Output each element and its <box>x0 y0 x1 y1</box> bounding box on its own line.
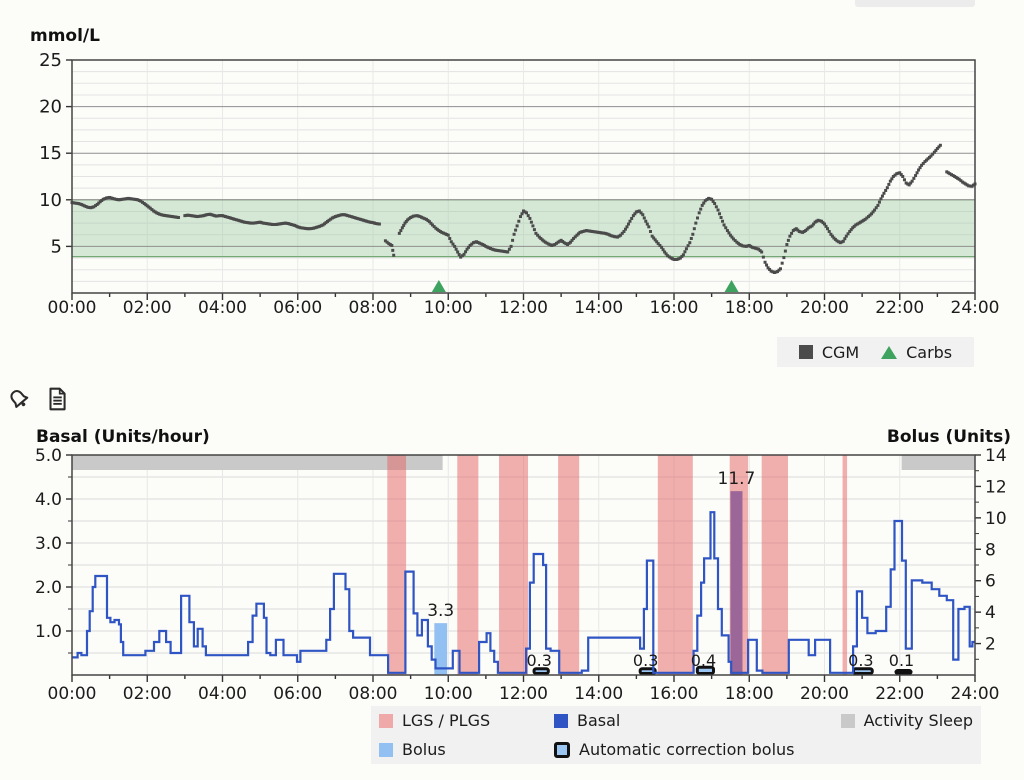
top-right-cutoff-button[interactable] <box>855 0 975 7</box>
svg-text:02:00: 02:00 <box>123 684 172 704</box>
svg-text:3.3: 3.3 <box>427 601 454 621</box>
svg-text:02:00: 02:00 <box>123 298 172 318</box>
svg-text:8: 8 <box>985 540 996 560</box>
svg-text:22:00: 22:00 <box>875 684 924 704</box>
svg-text:22:00: 22:00 <box>875 298 924 318</box>
svg-text:15: 15 <box>39 143 62 164</box>
legend-item-lgs: LGS / PLGS <box>379 711 554 730</box>
activity-sleep-bars <box>72 455 975 470</box>
bolus-value-labels: 3.3 11.7 0.3 0.3 0.4 0.3 0.1 <box>427 469 914 670</box>
svg-text:1.0: 1.0 <box>35 622 62 642</box>
svg-text:25: 25 <box>39 50 62 71</box>
cgm-axes: 5 10 15 20 25 00:00 02:00 04:00 06:00 08:00 10:00 1… <box>39 50 999 318</box>
svg-text:0.3: 0.3 <box>848 651 873 670</box>
svg-text:18:00: 18:00 <box>725 298 774 318</box>
svg-text:14: 14 <box>985 446 1007 466</box>
chart-toolbar <box>6 386 70 412</box>
svg-text:00:00: 00:00 <box>48 684 97 704</box>
svg-text:20:00: 20:00 <box>800 298 849 318</box>
svg-text:12:00: 12:00 <box>499 298 548 318</box>
basal-line <box>72 511 975 674</box>
activity-legend-label: Activity Sleep <box>863 711 973 730</box>
svg-text:11.7: 11.7 <box>718 469 756 489</box>
basal-swatch-icon <box>554 713 568 728</box>
carbs-legend-label: Carbs <box>906 342 953 362</box>
svg-text:24:00: 24:00 <box>951 684 1000 704</box>
carbs-markers <box>431 280 739 292</box>
svg-text:18:00: 18:00 <box>725 684 774 704</box>
legend-item-bolus: Bolus <box>379 740 554 759</box>
legend-item-basal: Basal <box>554 711 803 730</box>
basal-legend-label: Basal <box>577 711 621 730</box>
svg-text:4: 4 <box>985 603 996 623</box>
correction-bolus-markers <box>532 665 913 676</box>
lgs-swatch-icon <box>379 713 393 728</box>
pump-axes: 1.0 2.0 3.0 4.0 5.0 2 4 6 8 10 12 14 00:00 02:00 04:00… <box>35 446 1007 704</box>
svg-text:20: 20 <box>39 97 62 118</box>
svg-text:0.4: 0.4 <box>691 651 716 670</box>
svg-text:24:00: 24:00 <box>951 298 1000 318</box>
svg-text:5: 5 <box>51 236 62 257</box>
document-icon[interactable] <box>44 386 70 412</box>
bell-icon[interactable] <box>6 386 32 412</box>
svg-text:2.0: 2.0 <box>35 578 62 598</box>
cgm-legend: CGM Carbs <box>777 337 974 367</box>
legend-item-activity: Activity Sleep <box>840 711 973 730</box>
svg-text:4.0: 4.0 <box>35 490 62 510</box>
svg-text:5.0: 5.0 <box>35 446 62 466</box>
cgm-legend-item-cgm: CGM <box>798 342 860 362</box>
lgs-legend-label: LGS / PLGS <box>402 711 491 730</box>
svg-text:12:00: 12:00 <box>499 684 548 704</box>
svg-text:06:00: 06:00 <box>273 684 322 704</box>
cgm-trace <box>70 143 977 274</box>
cgm-swatch-icon <box>798 345 813 359</box>
svg-text:14:00: 14:00 <box>574 684 623 704</box>
legend-item-auto-correction: Automatic correction bolus <box>554 740 803 759</box>
svg-text:10:00: 10:00 <box>424 684 473 704</box>
svg-text:10:00: 10:00 <box>424 298 473 318</box>
svg-text:08:00: 08:00 <box>349 684 398 704</box>
svg-text:0.3: 0.3 <box>633 651 658 670</box>
svg-text:6: 6 <box>985 572 996 592</box>
cgm-legend-item-carbs: Carbs <box>881 343 952 362</box>
svg-text:06:00: 06:00 <box>273 298 322 318</box>
bolus-swatch-icon <box>379 742 393 757</box>
bolus-axis-title: Bolus (Units) <box>886 427 1011 447</box>
svg-text:3.0: 3.0 <box>35 534 62 554</box>
svg-text:08:00: 08:00 <box>349 298 398 318</box>
svg-text:0.1: 0.1 <box>889 651 914 670</box>
pump-legend: LGS / PLGS Basal Activity Sleep Bolus Au… <box>371 706 981 764</box>
svg-text:04:00: 04:00 <box>198 684 247 704</box>
cgm-gridlines <box>72 60 975 293</box>
lgs-plgs-bands <box>387 455 848 675</box>
bolus-legend-label: Bolus <box>402 740 446 759</box>
svg-text:00:00: 00:00 <box>48 298 97 318</box>
svg-text:04:00: 04:00 <box>198 298 247 318</box>
basal-axis-title: Basal (Units/hour) <box>36 427 210 447</box>
auto-correction-swatch-icon <box>554 741 570 758</box>
svg-text:12: 12 <box>985 477 1007 497</box>
cgm-legend-label: CGM <box>821 342 860 362</box>
activity-swatch-icon <box>840 713 855 728</box>
cgm-axis-title: mmol/L <box>30 26 100 46</box>
svg-text:0.3: 0.3 <box>526 651 551 670</box>
svg-text:16:00: 16:00 <box>650 298 699 318</box>
svg-text:14:00: 14:00 <box>574 298 623 318</box>
cgm-target-range-band <box>72 199 975 257</box>
carbs-triangle-icon <box>881 345 898 359</box>
svg-text:2: 2 <box>985 635 996 655</box>
svg-text:16:00: 16:00 <box>650 684 699 704</box>
auto-correction-legend-label: Automatic correction bolus <box>579 740 795 759</box>
svg-text:10: 10 <box>39 190 62 211</box>
svg-text:10: 10 <box>985 509 1007 529</box>
svg-text:20:00: 20:00 <box>800 684 849 704</box>
